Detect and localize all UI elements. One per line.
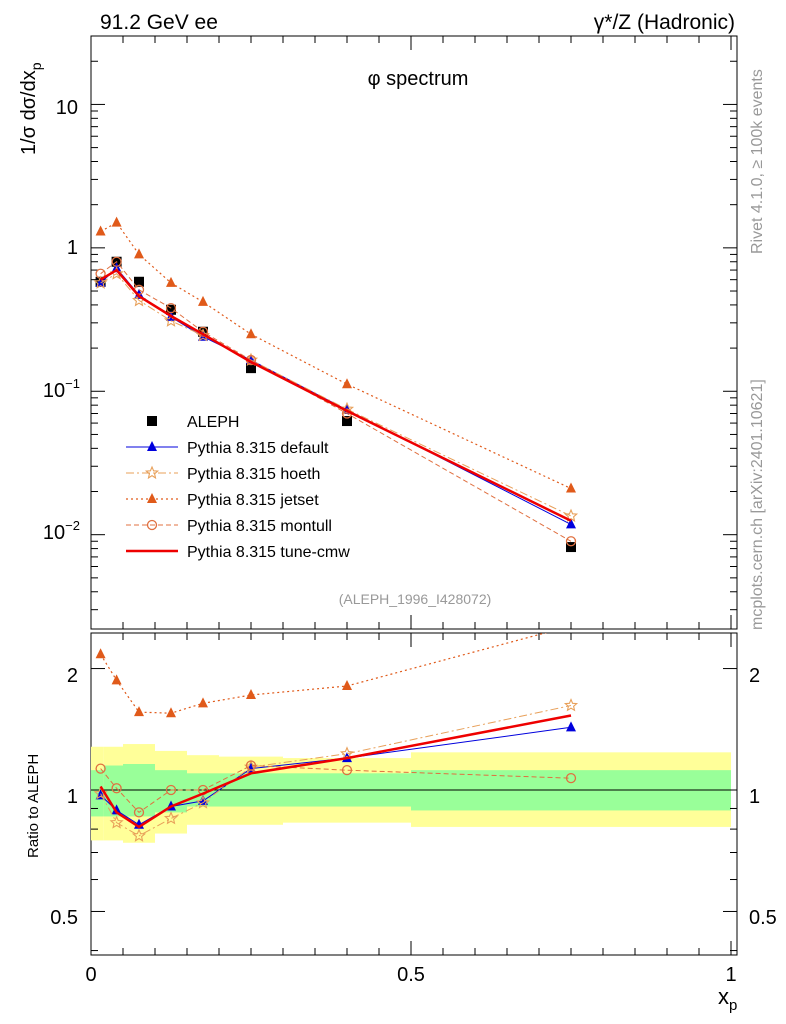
ratio-ytick-0p5-right: 0.5 — [749, 907, 777, 929]
ratio-series-pythia-8-315-tune-cmw — [99, 714, 572, 829]
ratio-ytick-1-left: 1 — [67, 786, 78, 808]
ratio-point — [163, 811, 179, 825]
ytick-label-0p1: 10−1 — [43, 376, 80, 402]
ratio-point — [246, 688, 256, 699]
ratio-point — [342, 680, 352, 691]
header-right: γ*/Z (Hadronic) — [594, 11, 735, 34]
data-point — [246, 363, 256, 374]
ytick-label-1: 1 — [67, 237, 78, 259]
data-point — [565, 536, 577, 547]
ratio-ytick-0p5-left: 0.5 — [50, 907, 78, 929]
ratio-point — [166, 707, 176, 718]
series-line — [100, 273, 572, 517]
data-point — [111, 256, 122, 267]
series-line — [100, 221, 572, 490]
ratio-point — [198, 697, 208, 708]
data-point — [166, 304, 176, 315]
legend-label: Pythia 8.315 jetset — [187, 492, 319, 509]
data-point — [566, 518, 576, 529]
main-panel-frame — [90, 35, 738, 630]
data-point — [95, 268, 106, 279]
ratio-plot-area — [90, 633, 737, 955]
ratio-point — [95, 763, 106, 774]
legend-marker — [147, 493, 157, 503]
mcplots-label: mcplots.cern.ch [arXiv:2401.10621] — [749, 379, 766, 630]
legend-label: Pythia 8.315 montull — [187, 518, 332, 535]
ratio-point — [134, 706, 144, 717]
data-point — [134, 276, 144, 287]
ratio-point — [95, 648, 106, 659]
legend-label: Pythia 8.315 hoeth — [187, 466, 320, 483]
ratio-series-pythia-8-315-jetset — [95, 633, 548, 718]
ratio-point — [563, 698, 579, 712]
header-left: 91.2 GeV ee — [100, 11, 218, 34]
data-point — [166, 276, 176, 287]
legend-label: Pythia 8.315 default — [187, 440, 329, 457]
ratio-ylabel: Ratio to ALEPH — [25, 754, 42, 858]
ratio-point — [339, 746, 355, 760]
data-point — [563, 508, 579, 523]
ratio-line — [100, 633, 548, 714]
ratio-point — [111, 804, 122, 815]
data-point — [566, 482, 576, 493]
ytick-label-10: 10 — [56, 97, 78, 119]
legend-marker — [147, 441, 157, 451]
data-point — [246, 328, 256, 339]
legend-label: ALEPH — [187, 414, 239, 431]
legend: ALEPH Pythia 8.315 default Pythia 8.315 ho… — [126, 414, 350, 561]
series-line — [99, 268, 572, 522]
ratio-point — [566, 721, 576, 732]
ratio-point — [195, 795, 211, 809]
data-point — [111, 216, 122, 227]
legend-label: Pythia 8.315 tune-cmw — [187, 544, 350, 561]
ratio-point — [246, 762, 256, 773]
ratio-point — [109, 815, 124, 829]
ratio-point — [198, 794, 208, 805]
data-point — [165, 302, 177, 314]
data-point — [198, 295, 208, 306]
ratio-series-pythia-8-315-montull — [95, 760, 577, 818]
ratio-point — [165, 784, 177, 796]
data-point — [342, 378, 352, 389]
series-pythia-8-315-tune-cmw — [99, 268, 572, 522]
ratio-point — [131, 828, 147, 842]
ratio-point — [565, 773, 577, 784]
analysis-label: (ALEPH_1996_I428072) — [339, 591, 492, 607]
xtick-label-0: 0 — [85, 964, 96, 986]
legend-marker — [147, 416, 157, 426]
data-point — [342, 416, 352, 427]
main-ylabel: 1/σ dσ/dxp — [18, 62, 44, 155]
data-point — [93, 275, 108, 289]
ratio-point — [133, 807, 145, 818]
series-pythia-8-315-jetset — [95, 216, 576, 493]
ratio-ytick-2-right: 2 — [749, 665, 760, 687]
ratio-point — [341, 765, 353, 776]
legend-marker — [146, 519, 158, 531]
ratio-ytick-2-left: 2 — [67, 665, 78, 687]
ratio-ytick-1-right: 1 — [749, 786, 760, 808]
series-pythia-8-315-montull — [95, 256, 577, 547]
ratio-point — [111, 674, 122, 685]
ratio-line — [100, 764, 572, 814]
ratio-line — [100, 705, 572, 837]
legend-marker — [144, 465, 160, 480]
rivet-version-label: Rivet 4.1.0, ≥ 100k events — [749, 69, 766, 254]
ytick-label-0p01: 10−2 — [43, 518, 80, 544]
series-line — [100, 261, 572, 542]
main-plot-area — [90, 35, 737, 629]
xtick-label-1: 1 — [725, 964, 736, 986]
ratio-point — [245, 760, 257, 771]
chart-title: φ spectrum — [368, 68, 469, 90]
ratio-point — [111, 783, 122, 794]
data-point — [95, 225, 106, 236]
data-point — [134, 248, 144, 259]
xlabel: xp — [718, 984, 737, 1014]
data-point — [566, 542, 576, 553]
ratio-line — [99, 714, 572, 829]
xtick-label-0p5: 0.5 — [397, 964, 425, 986]
